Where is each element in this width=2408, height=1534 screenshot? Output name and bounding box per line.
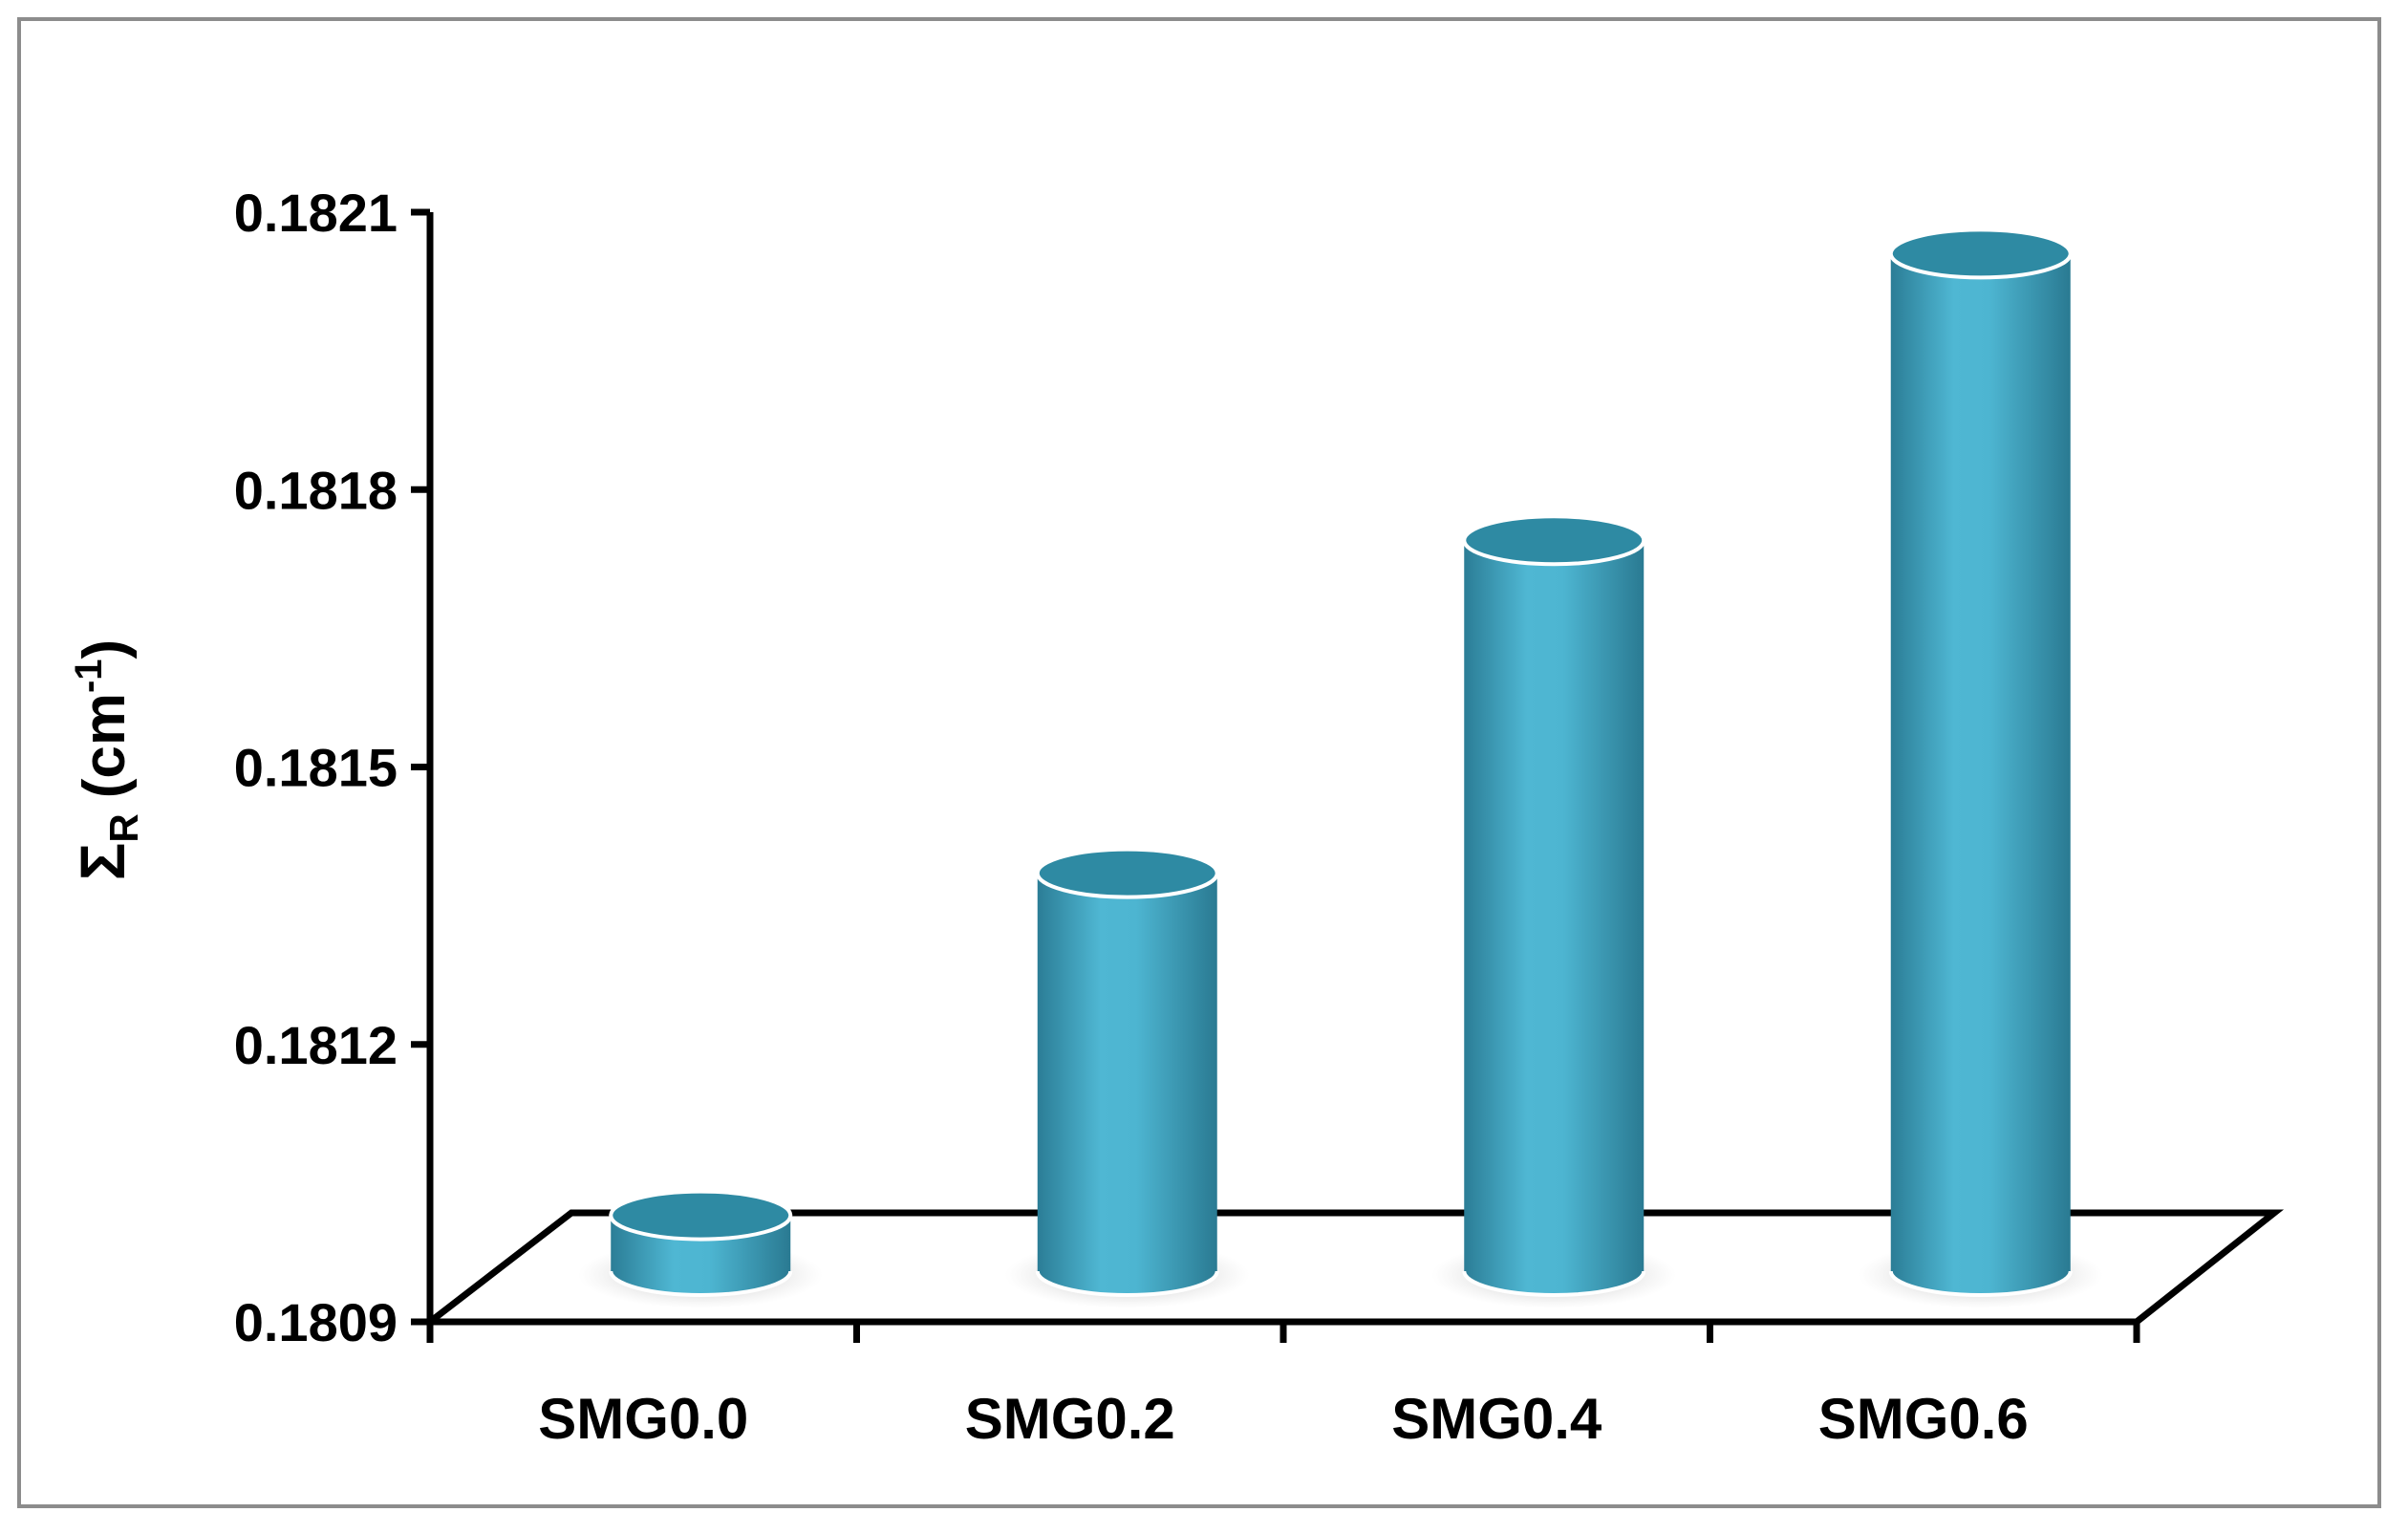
- y-tick-label: 0.1809: [234, 1292, 398, 1352]
- x-axis-ticks: SMG0.0 SMG0.2 SMG0.4 SMG0.6: [426, 1322, 2140, 1451]
- bar-bottom-rim: [609, 1270, 793, 1297]
- bar-top-cap: [1888, 227, 2073, 280]
- bar-bottom-rim: [1888, 1270, 2073, 1297]
- bar-top-cap: [1035, 847, 1219, 899]
- y-tick-label: 0.1812: [234, 1015, 398, 1075]
- y-axis-ticks: 0.1809 0.1812 0.1815 0.1818 0.1821: [234, 183, 430, 1352]
- x-category-label: SMG0.6: [1818, 1387, 2029, 1451]
- x-category-label: SMG0.0: [538, 1387, 748, 1451]
- bar-body: [1037, 873, 1217, 1295]
- bar-SMG0.0: [578, 1189, 824, 1308]
- bar-bottom-rim: [1462, 1270, 1646, 1297]
- y-axis-unit-superscript: -1: [68, 659, 110, 693]
- bar-body: [1890, 253, 2071, 1295]
- y-tick-label: 0.1818: [234, 460, 398, 520]
- bars-group: [578, 227, 2103, 1308]
- x-category-label: SMG0.2: [965, 1387, 1175, 1451]
- bar-top-cap: [609, 1189, 793, 1242]
- y-axis-unit-prefix: (cm: [72, 693, 138, 798]
- bar-bottom-rim: [1035, 1270, 1219, 1297]
- bar-SMG0.4: [1431, 514, 1677, 1308]
- bar-SMG0.6: [1858, 227, 2103, 1308]
- y-axis-title: ΣR (cm-1): [67, 639, 146, 880]
- y-tick-label: 0.1815: [234, 738, 398, 798]
- x-category-label: SMG0.4: [1391, 1387, 1602, 1451]
- y-axis-unit-suffix: ): [72, 639, 138, 659]
- bar-top-cap: [1462, 514, 1646, 567]
- bar-body: [1464, 540, 1645, 1295]
- y-axis-symbol: Σ: [67, 843, 138, 881]
- bar-SMG0.2: [1004, 847, 1250, 1308]
- y-axis-subscript: R: [101, 813, 146, 842]
- y-tick-label: 0.1821: [234, 183, 398, 243]
